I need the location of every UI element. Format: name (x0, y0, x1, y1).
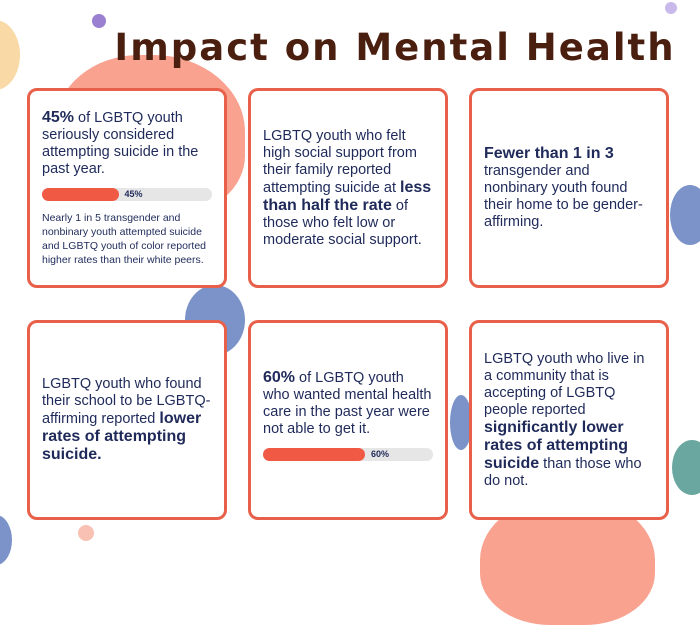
decorative-blob (0, 515, 12, 565)
decorative-blob (450, 395, 472, 450)
stat-card: LGBTQ youth who felt high social support… (248, 88, 448, 288)
card-text: Fewer than 1 in 3 transgender and nonbina… (484, 145, 643, 230)
decorative-blob (0, 20, 20, 90)
stat-highlight: 45% (42, 109, 75, 126)
decorative-blob (78, 525, 94, 541)
stat-card: Fewer than 1 in 3 transgender and nonbina… (469, 88, 669, 288)
decorative-blob (670, 185, 700, 245)
stat-card: LGBTQ youth who live in a community that… (469, 320, 669, 520)
progress-bar-label: 45% (124, 189, 143, 199)
stat-highlight: Fewer than 1 in 3 (484, 145, 614, 162)
card-text: LGBTQ youth who found their school to be… (42, 376, 211, 463)
progress-bar-label: 60% (371, 449, 390, 459)
progress-bar: 60% (263, 448, 433, 461)
progress-bar: 45% (42, 188, 212, 201)
stat-highlight: significantly lower rates of attempting … (484, 418, 629, 472)
card-note: Nearly 1 in 5 transgender and nonbinary … (42, 212, 207, 266)
progress-bar-fill (42, 188, 119, 201)
stat-card: LGBTQ youth who found their school to be… (27, 320, 227, 520)
page-title: Impact on Mental Health (114, 26, 676, 69)
stat-card: 60% of LGBTQ youth who wanted mental hea… (248, 320, 448, 520)
card-text: 45% of LGBTQ youth seriously considered … (42, 109, 199, 177)
decorative-blob (92, 14, 106, 28)
progress-bar-fill (263, 448, 365, 461)
stat-highlight: less than half the rate (263, 178, 432, 214)
card-text: LGBTQ youth who felt high social support… (263, 127, 432, 248)
decorative-blob (672, 440, 700, 495)
card-text: LGBTQ youth who live in a community that… (484, 350, 645, 489)
stat-highlight: lower rates of attempting suicide. (42, 410, 202, 463)
stat-card: 45% of LGBTQ youth seriously considered … (27, 88, 227, 288)
card-text: 60% of LGBTQ youth who wanted mental hea… (263, 369, 432, 437)
stat-highlight: 60% (263, 369, 296, 386)
decorative-blob (665, 2, 677, 14)
